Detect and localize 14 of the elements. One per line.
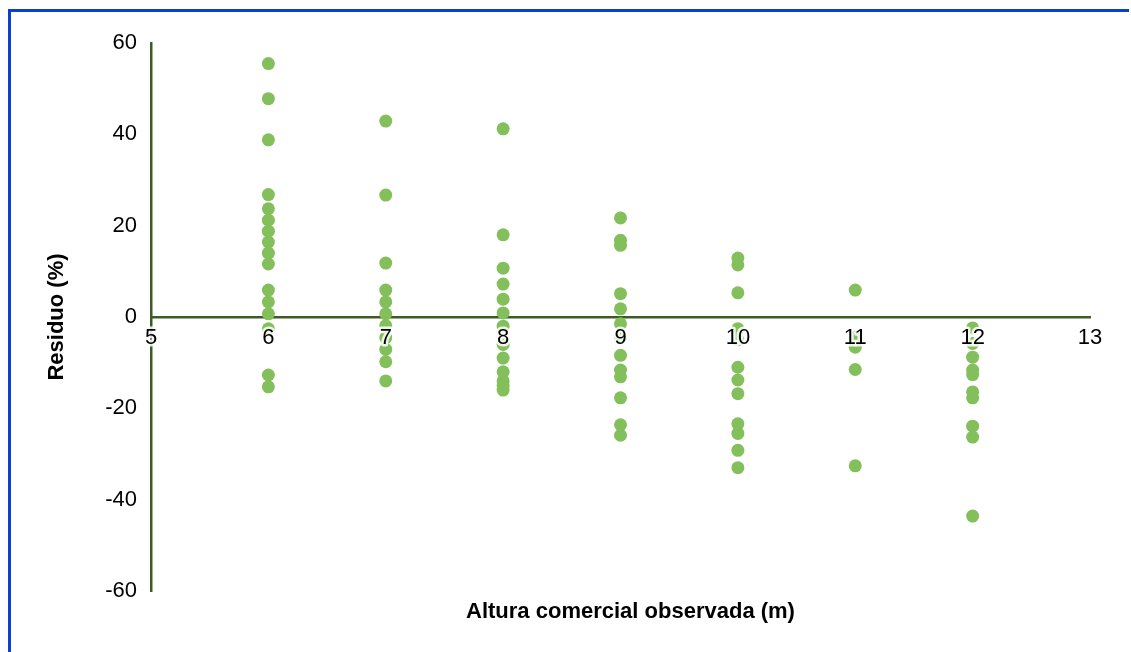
y-tick-label: -20 bbox=[105, 394, 137, 420]
x-tick-label: 10 bbox=[725, 324, 751, 350]
x-tick-label: 12 bbox=[960, 324, 985, 350]
y-tick-label: -40 bbox=[105, 485, 137, 511]
y-tick-label: 60 bbox=[112, 29, 137, 55]
x-tick-label: 9 bbox=[614, 324, 627, 350]
x-tick-label: 13 bbox=[1077, 324, 1103, 350]
y-tick-label: 20 bbox=[112, 211, 137, 237]
x-tick-label: 7 bbox=[379, 324, 392, 350]
y-tick-label: 0 bbox=[124, 303, 137, 329]
x-axis-title: Altura comercial observada (m) bbox=[466, 598, 795, 624]
y-tick-label: -60 bbox=[105, 577, 137, 603]
y-tick-label: 40 bbox=[112, 120, 137, 146]
y-axis-title: Residuo (%) bbox=[43, 253, 69, 381]
